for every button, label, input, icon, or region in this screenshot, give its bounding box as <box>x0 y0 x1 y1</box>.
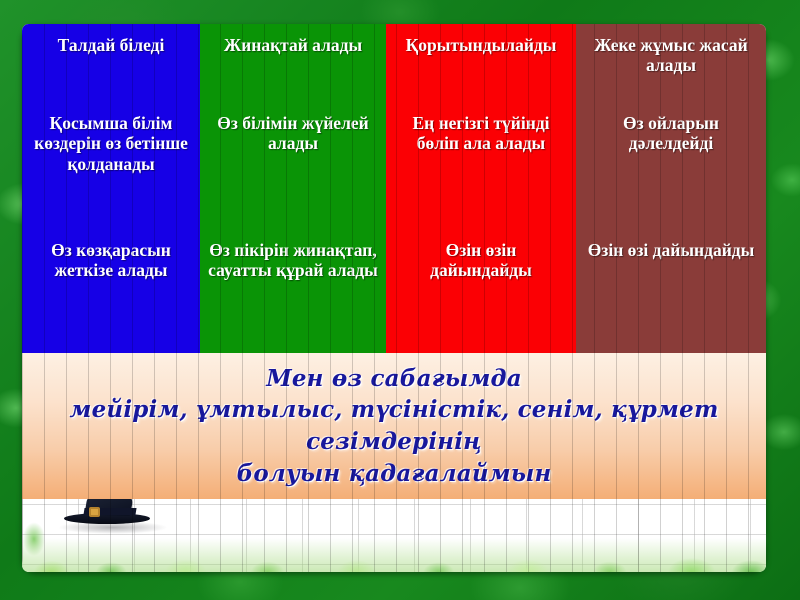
black-hat-icon <box>58 494 168 534</box>
table-column-analysis: Талдай біледі Қосымша білім көздерін өз … <box>22 24 200 353</box>
summary-banner-text: Мен өз сабағымда мейірім, ұмтылыс, түсіні… <box>22 363 766 490</box>
table-cell: Қосымша білім көздерін өз бетінше қолдан… <box>34 113 188 174</box>
table-cell: Өз көзқарасын жеткізе алады <box>51 240 171 281</box>
table-cell: Өзін өзі дайындайды <box>587 240 755 260</box>
table-cell: Ең негізгі түйінді бөліп ала алады <box>412 113 550 154</box>
summary-banner-line: болуын қадағалаймын <box>236 459 552 487</box>
table-cell: Өз пікірін жинақтап, сауатты құрай алады <box>208 240 378 281</box>
table-column-conclusion: Қорытындылайды Ең негізгі түйінді бөліп … <box>386 24 576 353</box>
column-header: Қорытындылайды <box>405 35 557 55</box>
table-cell: Өзін өзін дайындайды <box>430 240 532 281</box>
column-header: Жеке жұмыс жасай алады <box>594 35 748 76</box>
table-cell: Өз ойларын дәлелдейді <box>623 113 719 154</box>
bamboo-frame: Талдай біледі Қосымша білім көздерін өз … <box>22 24 766 572</box>
summary-banner-line: Мен өз сабағымда <box>266 364 522 392</box>
table-cell: Өз білімін жүйелей алады <box>217 113 369 154</box>
table-column-synthesis: Жинақтай алады Өз білімін жүйелей алады … <box>200 24 386 353</box>
table-column-individual: Жеке жұмыс жасай алады Өз ойларын дәлелд… <box>576 24 766 353</box>
slide-content-area: Талдай біледі Қосымша білім көздерін өз … <box>22 24 766 572</box>
grass-icon <box>22 532 766 572</box>
summary-banner: Мен өз сабағымда мейірім, ұмтылыс, түсіні… <box>22 353 766 499</box>
competency-table: Талдай біледі Қосымша білім көздерін өз … <box>22 24 766 353</box>
column-header: Талдай біледі <box>57 35 165 55</box>
summary-banner-line: мейірім, ұмтылыс, түсіністік, сенім, құр… <box>69 396 719 455</box>
column-header: Жинақтай алады <box>223 35 363 55</box>
